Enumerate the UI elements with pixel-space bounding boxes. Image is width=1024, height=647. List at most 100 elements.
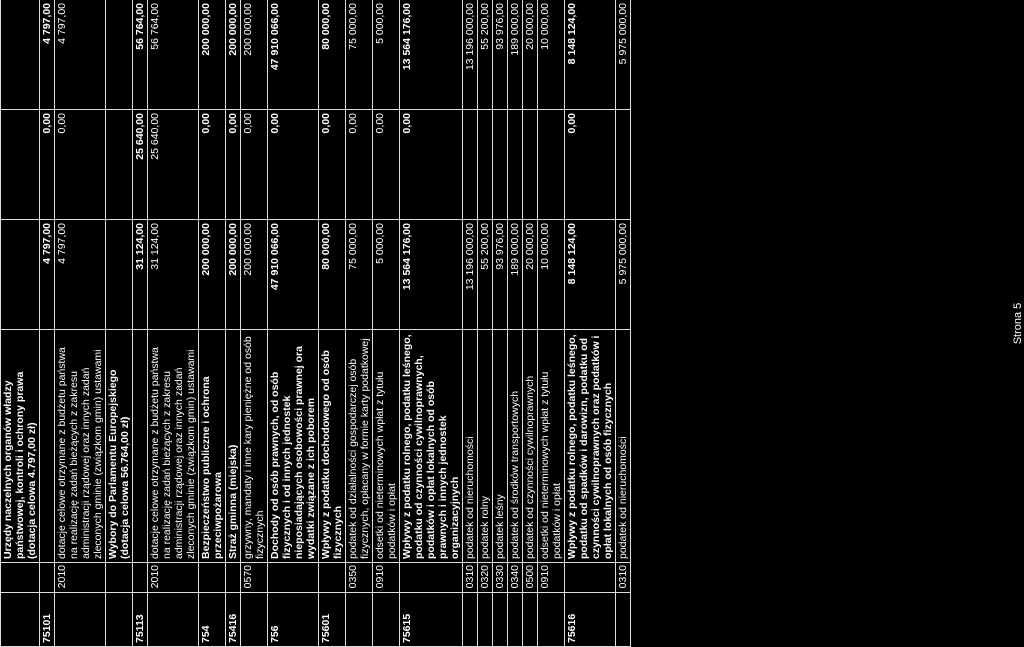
amount-change: 0,00 [39,109,55,220]
description: odsetki od nieterminowych wpłat z tytułu… [372,329,400,563]
paragraph-code [0,562,40,593]
section-code [147,592,199,647]
paragraph-code [105,562,133,593]
paragraph-code [564,562,616,593]
table-row-section: Wybory do Parlamentu Europejskiego (dota… [105,0,133,647]
table-row: 0310 podatek od nieruchomości 13 196 000,0… [462,0,478,647]
description: podatek od działalności gospodarczej osó… [345,329,373,563]
amount-after-change: 93 976,00 [492,0,508,110]
amount-change [0,109,40,220]
table-row-section: 75601 Wpływy z podatku dochodowego od osó… [318,0,346,647]
section-code [462,592,478,647]
amount-after-change: 55 200,00 [477,0,493,110]
amount-change [492,109,508,220]
description: podatek od nieruchomości [615,329,631,563]
description: podatek od środków transportowych [507,329,523,563]
amount-after-change: 56 764,00 [132,0,148,110]
amount-change: 0,00 [318,109,346,220]
paragraph-code: 2010 [147,562,199,593]
description: Dochody od osób prawnych, od osób fizycz… [267,329,319,563]
table-row: 0340 podatek od środków transportowych 189… [507,0,523,647]
section-code [0,592,40,647]
section-code [105,592,133,647]
amount-change: 0,00 [267,109,319,220]
table-row-section: 75416 Straż gminna (miejska) 200 000,00 0,0… [225,0,241,647]
description: Urzędy naczelnych organów władzy państwo… [0,329,40,563]
amount-after-change: 200 000,00 [240,0,268,110]
description [132,329,148,563]
amount-change: 0,00 [372,109,400,220]
description: podatek leśny [492,329,508,563]
amount-plan: 80 000,00 [318,219,346,330]
table-row-section: 754 Bezpieczeństwo publiczne i ochrona pr… [198,0,226,647]
amount-after-change: 75 000,00 [345,0,373,110]
section-code [477,592,493,647]
paragraph-code: 0570 [240,562,268,593]
amount-change: 25 640,00 [132,109,148,220]
table-row: 0350 podatek od działalności gospodarczej… [345,0,373,647]
section-code: 75416 [225,592,241,647]
description: Bezpieczeństwo publiczne i ochrona przec… [198,329,226,563]
amount-after-change [0,0,40,110]
paragraph-code [132,562,148,593]
amount-change [537,109,565,220]
amount-after-change: 189 000,00 [507,0,523,110]
description: Wpływy z podatku dochodowego od osób fiz… [318,329,346,563]
table-row: 2010 dotacje celowe otrzymane z budżetu p… [147,0,199,647]
section-code: 754 [198,592,226,647]
description: Straż gminna (miejska) [225,329,241,563]
section-code: 75616 [564,592,616,647]
section-code [507,592,523,647]
table-row-section: 75101 4 797,00 0,00 4 797,00 [39,0,55,647]
amount-change [522,109,538,220]
section-code [615,592,631,647]
table-row-section: Urzędy naczelnych organów władzy państwo… [0,0,40,647]
paragraph-code: 0350 [345,562,373,593]
description [39,329,55,563]
amount-after-change: 20 000,00 [522,0,538,110]
amount-after-change: 4 797,00 [39,0,55,110]
paragraph-code: 0310 [462,562,478,593]
table-row: 0310 podatek od nieruchomości 5 975 000,00… [615,0,631,647]
description: podatek od czynności cywilnoprawnych [522,329,538,563]
section-code [54,592,106,647]
amount-plan: 10 000,00 [537,219,565,330]
amount-plan: 13 196 000,00 [462,219,478,330]
amount-plan [105,219,133,330]
paragraph-code [198,562,226,593]
table-row: 0910 odsetki od nieterminowych wpłat z ty… [372,0,400,647]
paragraph-code: 0340 [507,562,523,593]
amount-change [105,109,133,220]
table-row-section: 756 Dochody od osób prawnych, od osób fiz… [267,0,319,647]
amount-plan: 31 124,00 [132,219,148,330]
section-code [492,592,508,647]
amount-after-change: 80 000,00 [318,0,346,110]
description: podatek od nieruchomości [462,329,478,563]
amount-after-change: 10 000,00 [537,0,565,110]
amount-plan: 47 910 066,00 [267,219,319,330]
amount-plan [0,219,40,330]
amount-change: 25 640,00 [147,109,199,220]
description: Wybory do Parlamentu Europejskiego (dota… [105,329,133,563]
amount-after-change: 200 000,00 [198,0,226,110]
amount-plan: 4 797,00 [39,219,55,330]
description: Wpływy z podatku rolnego, podatku leśneg… [564,329,616,563]
description: dotacje celowe otrzymane z budżetu państ… [147,329,199,563]
amount-after-change: 56 764,00 [147,0,199,110]
section-code: 75101 [39,592,55,647]
table-row-section: 75113 31 124,00 25 640,00 56 764,00 [132,0,148,647]
paragraph-code [267,562,319,593]
amount-plan: 189 000,00 [507,219,523,330]
amount-change: 0,00 [198,109,226,220]
amount-after-change: 4 797,00 [54,0,106,110]
amount-change: 0,00 [225,109,241,220]
amount-plan: 31 124,00 [147,219,199,330]
amount-change [507,109,523,220]
amount-after-change [105,0,133,110]
amount-change: 0,00 [240,109,268,220]
amount-after-change: 8 148 124,00 [564,0,616,110]
section-code [537,592,565,647]
amount-after-change: 13 564 176,00 [399,0,463,110]
amount-plan: 200 000,00 [198,219,226,330]
